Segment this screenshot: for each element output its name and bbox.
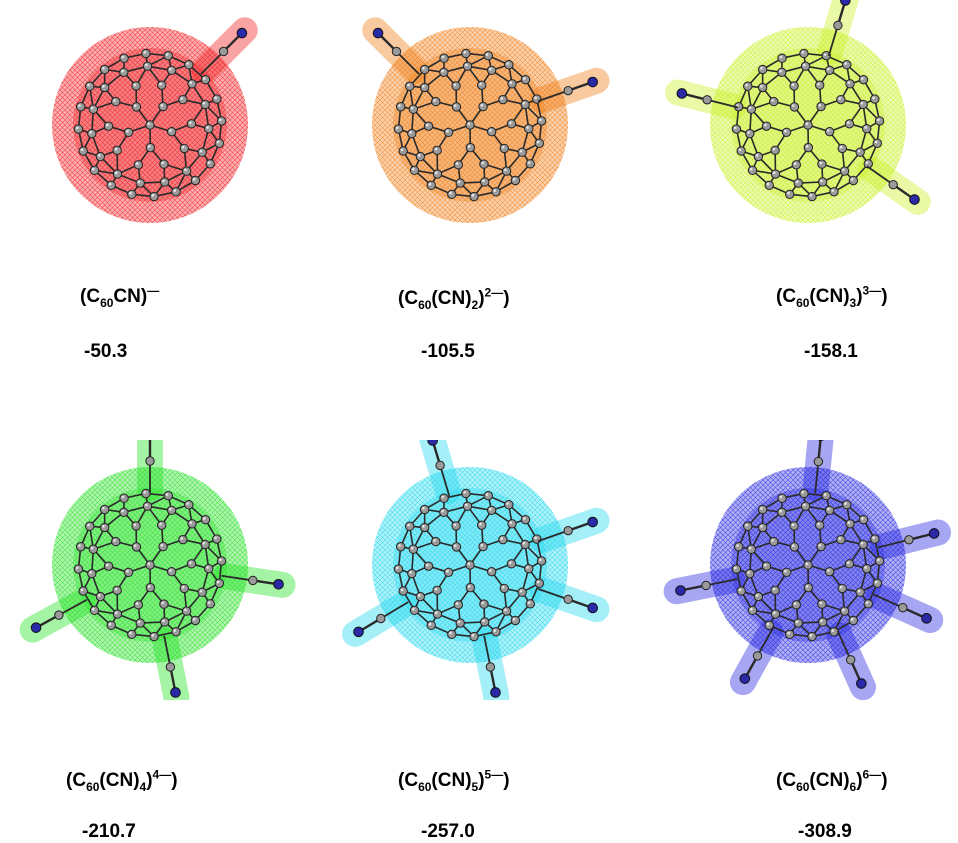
carbon-atom [564,595,572,603]
nitrogen-atom [31,623,41,633]
formula-label: (C60(CN)4)4—) [66,770,178,792]
nitrogen-atom [428,440,438,445]
carbon-atom [436,461,444,469]
energy-value: -50.3 [84,341,127,363]
nitrogen-atom [373,28,383,38]
molecule-c60cn2 [320,0,620,260]
carbon-atom [166,663,174,671]
carbon-atom [899,603,907,611]
molecule-c60cn [0,0,300,260]
carbon-atom [249,576,257,584]
carbon-atom [702,581,710,589]
nitrogen-atom [922,614,932,624]
nitrogen-atom [588,603,598,613]
electron-surface [33,440,283,696]
carbon-atom [905,536,913,544]
carbon-atom [486,663,494,671]
carbon-atom [564,526,572,534]
carbon-atom [834,21,842,29]
molecule-c60cn5 [320,440,620,700]
panel-c60cn2: (C60(CN)2)2—) -105.5 [320,0,620,400]
nitrogen-atom [857,679,867,689]
molecule-c60cn4 [0,440,300,700]
nitrogen-atom [354,627,364,637]
nitrogen-atom [274,579,284,589]
nitrogen-atom [929,529,939,539]
nitrogen-atom [740,674,750,684]
panel-c60cn5: (C60(CN)5)5—) -257.0 [320,430,620,830]
carbon-atom [377,614,385,622]
formula-label: (C60(CN)3)3—) [776,286,888,308]
nitrogen-atom [237,28,247,38]
carbon-atom [889,180,897,188]
carbon-atom [703,96,711,104]
panel-c60cn: (C60CN)— -50.3 [0,0,300,400]
nitrogen-atom [171,688,181,698]
nitrogen-atom [676,586,686,596]
nitrogen-atom [588,77,598,87]
carbon-atom [753,652,761,660]
panel-c60cn6: (C60(CN)6)6—) -308.9 [658,430,958,830]
nitrogen-atom [491,688,501,698]
nitrogen-atom [588,517,598,527]
energy-value: -257.0 [421,821,475,843]
formula-label: (C60(CN)6)6—) [776,770,888,792]
formula-label: (C60CN)— [80,286,159,308]
formula-label: (C60(CN)2)2—) [398,288,510,310]
energy-value: -308.9 [798,821,852,843]
molecule-c60cn6 [658,440,958,700]
panel-c60cn4: (C60(CN)4)4—) -210.7 [0,430,300,830]
carbon-atom [219,47,227,55]
carbon-atom [392,47,400,55]
formula-label: (C60(CN)5)5—) [398,770,510,792]
carbon-atom [146,457,154,465]
nitrogen-atom [910,195,920,205]
carbon-atom [814,457,822,465]
nitrogen-atom [677,89,687,99]
nitrogen-atom [841,0,851,5]
molecule-c60cn3 [658,0,958,260]
carbon-atom [846,656,854,664]
panel-c60cn3: (C60(CN)3)3—) -158.1 [658,0,958,400]
electron-surface [355,440,596,696]
energy-value: -210.7 [82,821,136,843]
energy-value: -158.1 [804,341,858,363]
carbon-atom [564,86,572,94]
energy-value: -105.5 [421,341,475,363]
carbon-atom [55,611,63,619]
